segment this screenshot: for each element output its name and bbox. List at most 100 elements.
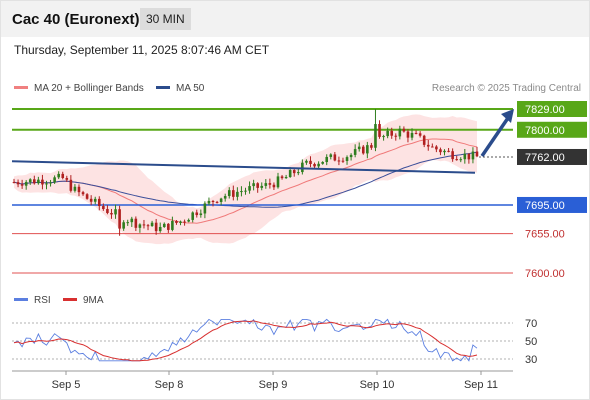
candle-body-31 [138, 224, 142, 228]
candle-101 [422, 134, 426, 148]
candle-78 [329, 153, 333, 160]
candle-body-81 [341, 160, 345, 162]
bollinger-bands [14, 114, 477, 245]
candle-body-35 [154, 222, 158, 232]
candle-39 [171, 216, 174, 232]
candle-40 [175, 220, 178, 225]
candle-body-39 [171, 220, 174, 230]
forecast-arrow [480, 109, 514, 157]
candle-83 [349, 153, 353, 161]
candle-body-113 [471, 151, 475, 160]
candle-body-30 [134, 218, 138, 228]
candle-body-70 [296, 172, 300, 174]
candle-body-69 [292, 170, 296, 174]
candle-body-33 [146, 225, 150, 227]
candle-body-68 [288, 170, 292, 177]
ma50-legend-label: MA 50 [176, 83, 205, 94]
candle-35 [154, 218, 158, 235]
candle-body-86 [361, 146, 365, 154]
candle-body-84 [353, 149, 357, 155]
ma9-legend-swatch [63, 298, 77, 301]
candle-body-11 [57, 173, 60, 178]
candle-body-114 [475, 151, 479, 157]
candle-9 [49, 179, 52, 187]
candle-81 [341, 157, 345, 163]
candle-body-88 [370, 145, 373, 148]
candle-82 [345, 155, 349, 165]
level-label-text-3: 7695.00 [525, 200, 565, 212]
candle-body-59 [252, 183, 255, 187]
candle-body-66 [280, 176, 284, 179]
candle-body-47 [203, 203, 207, 214]
candle-38 [167, 223, 170, 233]
candle-body-36 [158, 226, 162, 232]
candle-body-64 [272, 184, 276, 188]
candle-body-109 [455, 159, 458, 161]
candle-body-96 [402, 128, 406, 132]
candle-15 [73, 184, 77, 193]
candle-body-53 [227, 190, 231, 197]
candle-85 [357, 142, 361, 152]
candle-47 [203, 201, 207, 219]
candle-body-3 [24, 182, 28, 186]
candle-body-92 [386, 130, 389, 137]
candle-99 [414, 130, 418, 135]
candle-17 [81, 190, 85, 196]
candle-54 [232, 185, 235, 201]
level-label-4: 7655.00 [525, 229, 565, 241]
level-label-text-1: 7800.00 [525, 125, 565, 137]
candle-33 [146, 223, 150, 231]
rsi-line [13, 318, 478, 362]
candle-body-7 [41, 179, 44, 185]
candle-body-5 [33, 179, 36, 184]
interval-badge[interactable]: 30 MIN [140, 8, 191, 30]
candle-11 [57, 171, 60, 180]
candle-14 [69, 175, 73, 193]
candle-body-55 [236, 191, 239, 197]
candle-body-67 [284, 176, 288, 179]
candle-body-94 [394, 135, 398, 137]
candle-102 [426, 139, 430, 151]
price-level-labels: 7829.00 7800.00 7762.00 7695.00 7655.00 7600.… [517, 101, 587, 280]
level-label-box-1 [517, 121, 587, 138]
candle-body-83 [349, 154, 353, 158]
candle-body-107 [447, 150, 450, 152]
candle-64 [272, 182, 276, 190]
candle-26 [118, 205, 121, 236]
candle-37 [162, 222, 166, 228]
candle-body-73 [309, 160, 312, 165]
chart-header: Cac 40 (Euronext) 30 MIN [1, 1, 589, 37]
candle-body-75 [317, 163, 320, 167]
candle-body-10 [53, 177, 56, 183]
candle-body-45 [195, 212, 199, 216]
candle-91 [382, 134, 385, 141]
candle-body-46 [199, 213, 203, 216]
candle-96 [402, 126, 406, 133]
candle-body-57 [244, 190, 247, 192]
candle-45 [195, 209, 199, 218]
candle-body-104 [435, 146, 438, 150]
candle-body-20 [93, 198, 97, 202]
candle-body-38 [167, 223, 170, 230]
candle-body-32 [142, 224, 146, 226]
ma9-legend-label: 9MA [83, 295, 104, 306]
candle-body-16 [77, 186, 81, 193]
candle-51 [219, 197, 223, 206]
level-label-text-2: 7762.00 [525, 152, 565, 164]
candle-body-44 [191, 212, 195, 220]
candle-body-22 [102, 206, 105, 210]
candle-58 [248, 181, 251, 194]
candle-89 [374, 109, 377, 152]
candle-body-21 [97, 198, 101, 207]
candle-53 [227, 187, 231, 199]
candle-body-1 [16, 182, 20, 185]
candle-body-41 [179, 221, 182, 223]
candle-72 [305, 159, 308, 165]
candle-49 [211, 199, 215, 207]
candle-98 [410, 128, 414, 141]
candle-8 [45, 180, 48, 190]
rsi-legend-label: RSI [34, 295, 51, 306]
candle-16 [77, 184, 81, 197]
candle-body-85 [357, 146, 361, 150]
